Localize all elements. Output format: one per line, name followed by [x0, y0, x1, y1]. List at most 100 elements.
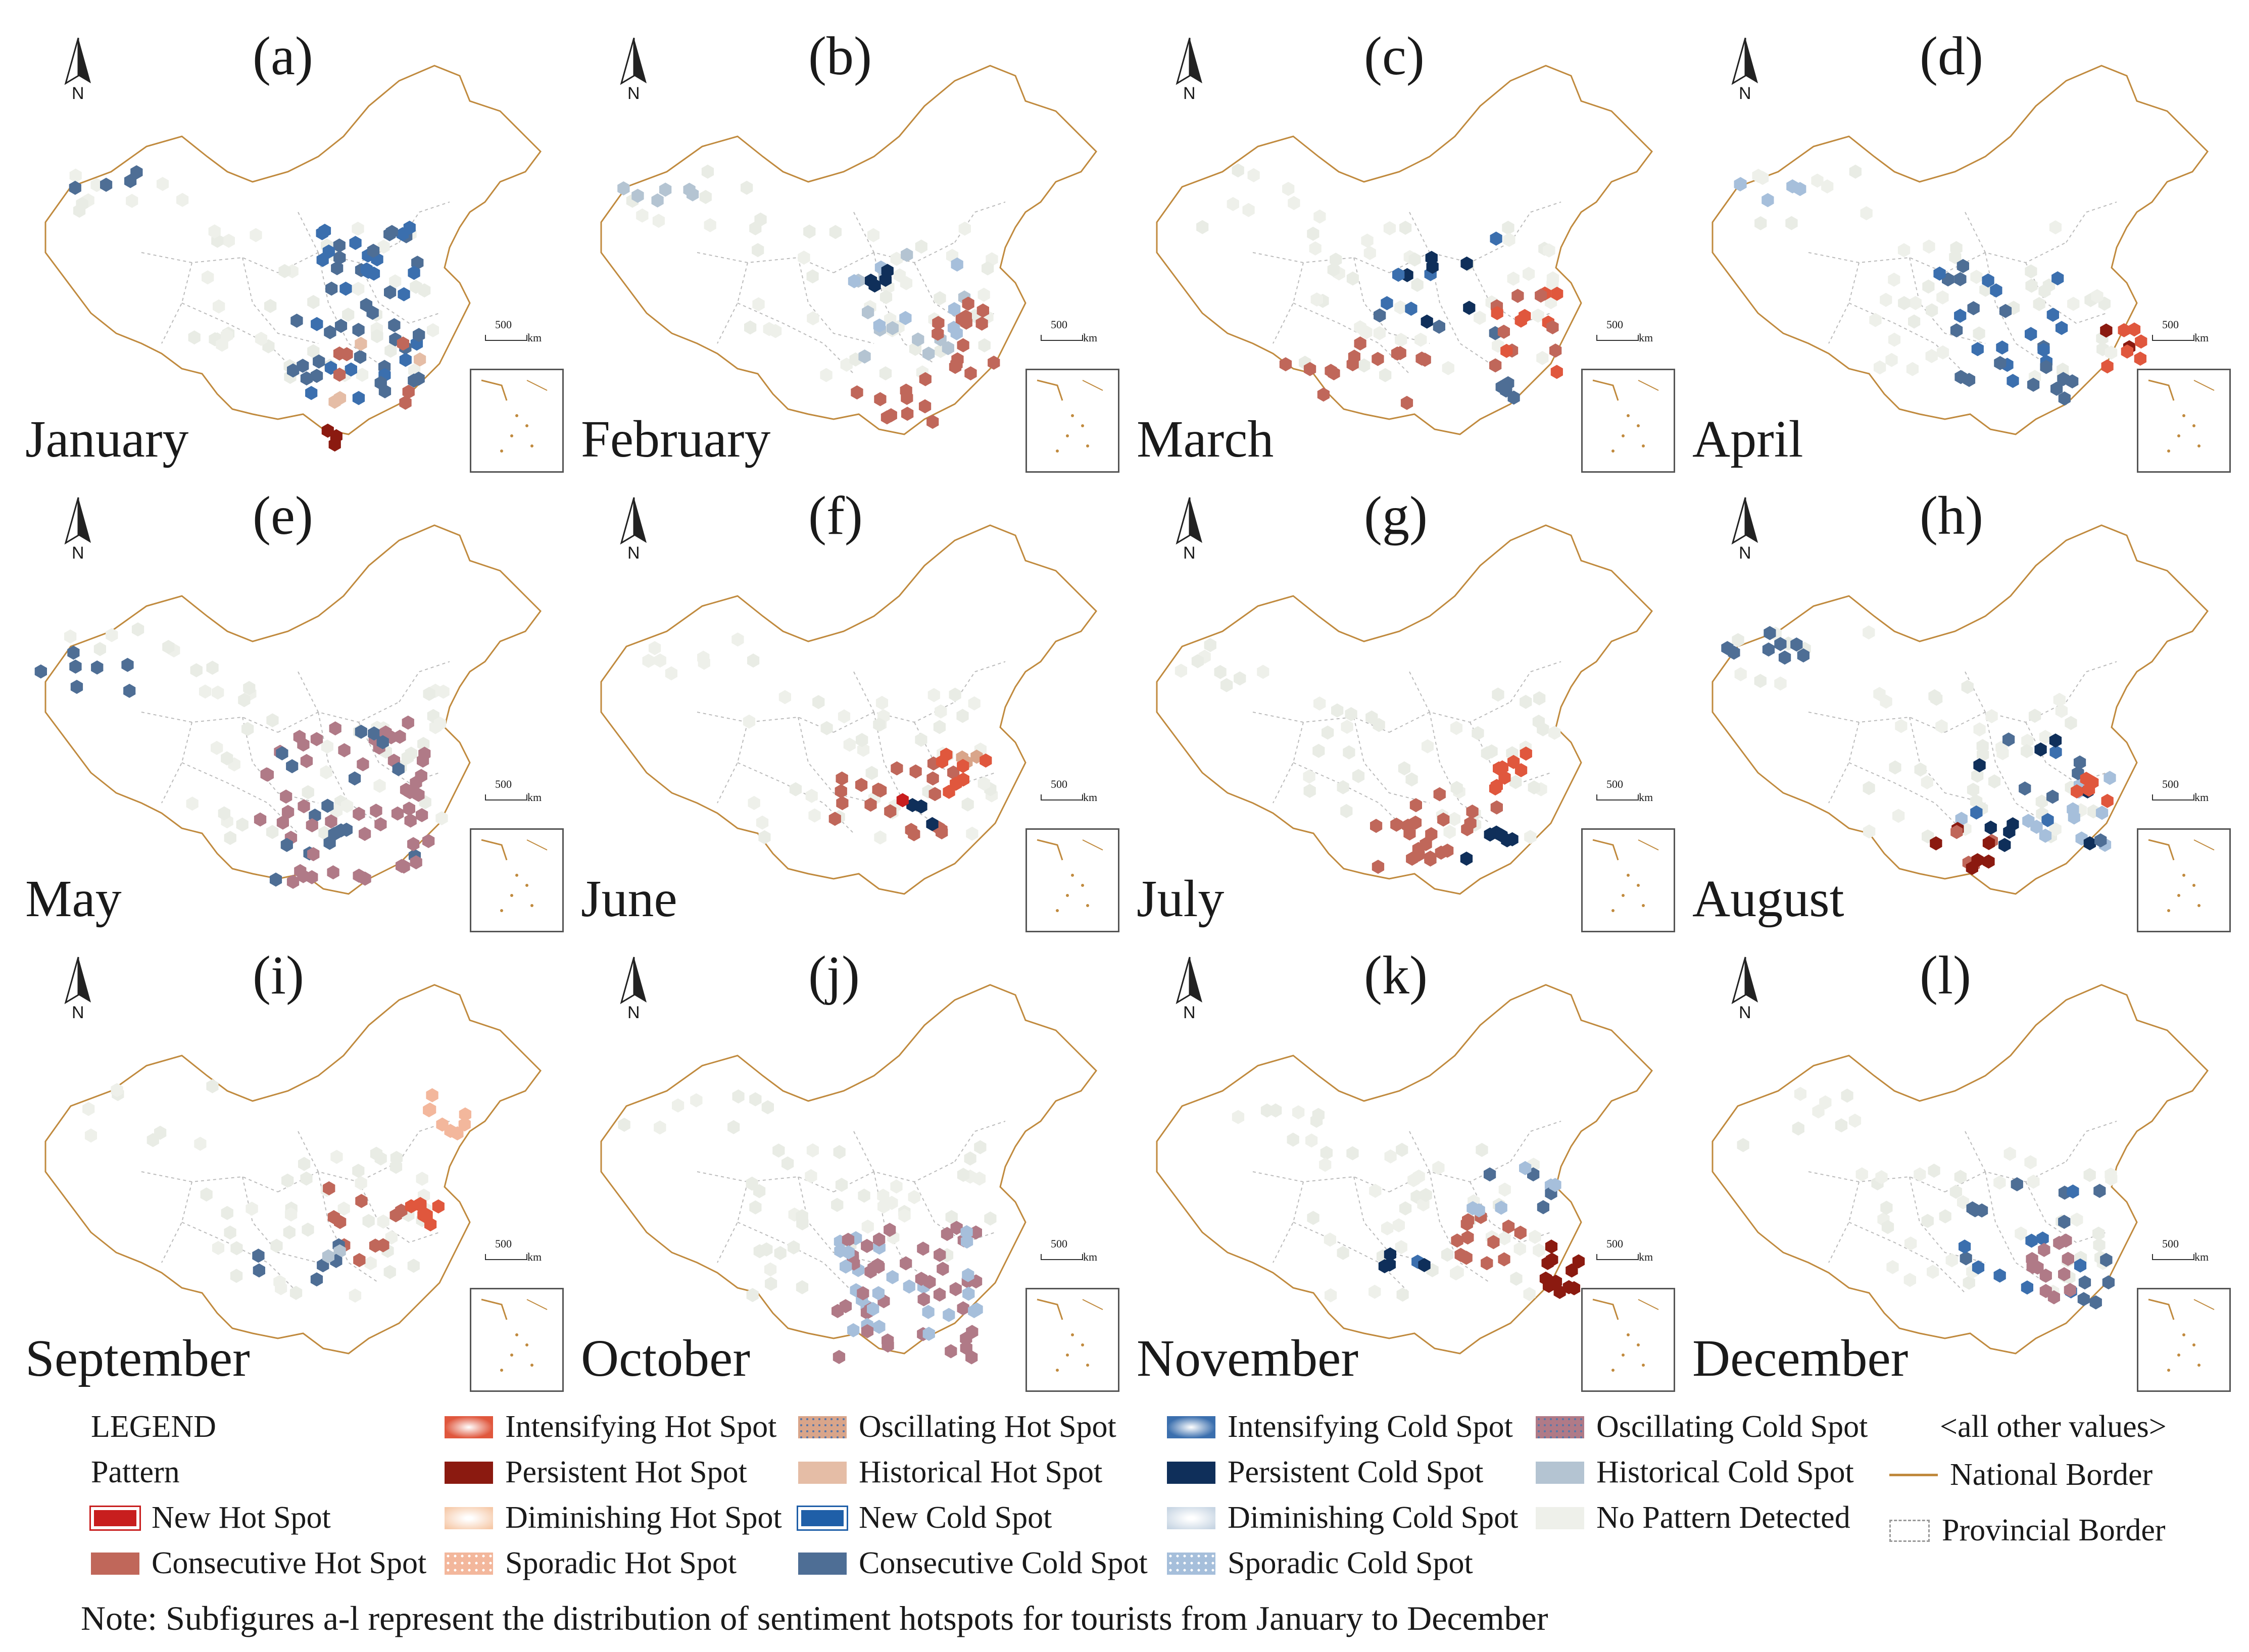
hotspot-hex [652, 214, 665, 228]
hotspot-hex [325, 281, 338, 296]
hotspot-hex [306, 870, 318, 884]
hotspot-hex [922, 1327, 935, 1341]
provincial-border [697, 712, 834, 733]
hotspot-hex [833, 1145, 846, 1160]
hotspot-hex [798, 251, 810, 265]
hotspot-hex [266, 713, 279, 728]
hotspot-hex [1927, 1265, 1939, 1279]
hotspot-hex [1945, 1253, 1958, 1268]
hotspot-hex [1421, 739, 1434, 754]
hotspot-hex [2102, 1275, 2115, 1290]
hotspot-hex [949, 687, 961, 702]
hotspot-hex [873, 318, 886, 333]
hotspot-hex [648, 641, 661, 656]
hotspot-hex [1510, 1271, 1523, 1286]
legend-item: Sporadic Hot Spot [445, 1545, 737, 1581]
hotspot-hex [2089, 1295, 2102, 1310]
hotspot-hex [281, 1173, 294, 1188]
legend-item: Intensifying Cold Spot [1167, 1409, 1513, 1445]
hotspot-hex [1474, 311, 1486, 325]
legend-label: Historical Hot Spot [859, 1455, 1103, 1489]
hotspot-hex [2046, 789, 2059, 804]
hotspot-hex [922, 1305, 935, 1319]
provincial-border [2066, 202, 2117, 243]
provincial-border [1409, 1131, 1430, 1172]
provincial-border [1293, 762, 1410, 834]
hotspot-hex [1546, 320, 1559, 334]
hotspot-hex [1330, 253, 1342, 267]
hotspot-hex [1921, 775, 1933, 789]
panel-month: August [1692, 870, 1844, 928]
hotspot-hex [1957, 259, 1969, 273]
hotspot-hex [73, 204, 86, 218]
hotspot-hex [2104, 771, 2116, 785]
hotspot-hex [34, 664, 47, 679]
hotspot-hex [287, 363, 300, 378]
hotspot-hex [2058, 1267, 2071, 1281]
legend-item: No Pattern Detected [1536, 1500, 1850, 1536]
scale-unit: km [1639, 1250, 1653, 1263]
hotspot-hex [353, 868, 365, 883]
hotspot-hex [651, 193, 664, 208]
hotspot-hex [1288, 196, 1300, 210]
north-label: N [1183, 84, 1196, 103]
scale-unit: km [1639, 791, 1653, 804]
hotspot-hex [1960, 1251, 1972, 1266]
legend-label: Oscillating Hot Spot [859, 1410, 1116, 1444]
hotspot-hex [402, 384, 415, 399]
hotspot-hex [928, 787, 941, 802]
hotspot-hex [1317, 387, 1330, 402]
hotspot-hex [1549, 1274, 1562, 1289]
hotspot-hex [333, 367, 346, 382]
legend-label: New Cold Spot [859, 1500, 1052, 1535]
hotspot-hex [1885, 353, 1898, 367]
china-map [600, 984, 1097, 1378]
hotspot-hex [270, 1238, 283, 1253]
hotspot-hex [2058, 391, 2071, 406]
hotspot-hex [1550, 365, 1563, 379]
hotspot-hex [2121, 344, 2133, 359]
hotspot-hex [433, 717, 446, 731]
hotspot-hex [307, 847, 320, 862]
provincial-border [2066, 661, 2117, 703]
hotspot-hex [208, 224, 221, 239]
hotspot-hex [311, 317, 323, 331]
provincial-border [1944, 1161, 2067, 1192]
hotspot-hex [749, 1092, 762, 1107]
hotspot-hex [230, 1241, 243, 1256]
provincial-border [1985, 1171, 2046, 1283]
hotspot-hex [1523, 267, 1535, 281]
south-china-sea-inset [470, 369, 564, 473]
provincial-border-swatch [1889, 1519, 1930, 1542]
hotspot-hex [617, 181, 630, 195]
hotspot-hex [2066, 374, 2079, 389]
hotspot-hex [1443, 825, 1456, 839]
hotspot-hex [1888, 272, 1900, 287]
hotspot-hex [2025, 278, 2038, 293]
hotspot-hex [873, 1232, 886, 1247]
hotspot-hex [278, 264, 291, 278]
hotspot-hex [2039, 1268, 2052, 1283]
scale-unit: km [2194, 331, 2209, 344]
hotspot-hex [2038, 284, 2051, 298]
hotspot-hex [744, 320, 757, 335]
china-map [600, 65, 1097, 459]
hotspot-hex [355, 1194, 368, 1208]
hotspot-hex [752, 297, 765, 312]
hotspot-hex [202, 270, 214, 285]
hotspot-hex [1442, 361, 1454, 375]
hotspot-hex [1396, 1287, 1409, 1302]
hotspot-hex [1996, 340, 2009, 355]
scale-unit: km [2194, 1250, 2209, 1263]
hotspot-hex [654, 653, 666, 668]
hotspot-hex [1514, 313, 1527, 328]
hotspot-hex [1507, 755, 1520, 769]
hotspot-hex [325, 814, 337, 829]
hotspot-hex [962, 1286, 975, 1301]
provincial-border [298, 1131, 319, 1172]
hotspot-hex [1797, 648, 1810, 663]
panel-letter: (d) [1920, 26, 1983, 86]
provincial-border [853, 671, 874, 713]
hotspot-hex [899, 311, 912, 325]
hotspot-hex [1762, 642, 1775, 657]
